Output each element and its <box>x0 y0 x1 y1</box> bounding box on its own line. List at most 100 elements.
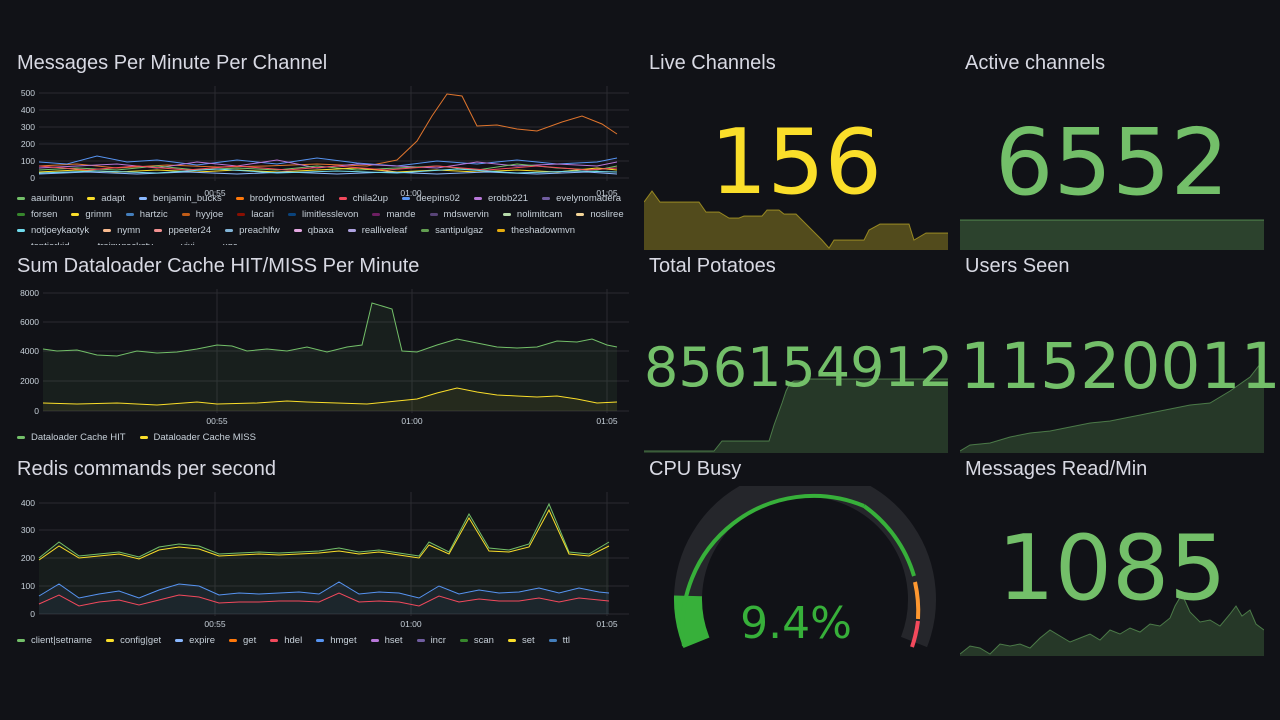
y-tick: 100 <box>21 581 35 591</box>
series-area <box>43 303 617 411</box>
legend-item[interactable]: toptierkid <box>17 238 70 245</box>
panel-live-channels[interactable]: Live Channels 156 <box>644 52 948 250</box>
legend-item[interactable]: benjamin_bucks <box>139 190 222 206</box>
gauge-threshold-green <box>680 493 865 647</box>
legend-label: grimm <box>85 208 112 220</box>
x-tick: 00:55 <box>204 619 226 627</box>
legend-item[interactable]: chila2up <box>338 190 388 206</box>
panel-redis-commands[interactable]: Redis commands per second 400 300 200 10… <box>17 458 630 648</box>
legend-item[interactable]: evelynomadera <box>542 190 621 206</box>
timeseries-chart[interactable]: 500 400 300 200 100 0 00:55 01:00 01:05 <box>17 86 630 206</box>
panel-messages-read[interactable]: Messages Read/Min 1085 <box>960 458 1264 656</box>
legend-item[interactable]: get <box>229 632 256 648</box>
legend-swatch <box>576 212 585 216</box>
panel-active-channels[interactable]: Active channels 6552 <box>960 52 1264 250</box>
timeseries-chart[interactable]: 8000 6000 4000 2000 0 00:55 01:00 01:05 <box>17 289 630 424</box>
legend-item[interactable]: incr <box>416 632 446 648</box>
legend-label: realliveleaf <box>361 224 408 236</box>
legend-item[interactable]: Dataloader Cache MISS <box>139 429 256 445</box>
legend-item[interactable]: client|setname <box>17 632 92 648</box>
legend-item[interactable]: notjoeykaotyk <box>17 222 89 238</box>
legend-swatch <box>103 228 112 232</box>
legend-item[interactable]: erobb221 <box>473 190 528 206</box>
series-line <box>38 171 618 175</box>
panel-title[interactable]: Live Channels <box>649 52 776 74</box>
legend-item[interactable]: theshadowmvn <box>497 222 575 238</box>
legend-item[interactable]: ppeeter24 <box>154 222 211 238</box>
legend-item[interactable]: adapt <box>87 190 125 206</box>
legend-item[interactable]: expire <box>175 632 215 648</box>
legend-item[interactable]: limitlesslevon <box>287 206 358 222</box>
legend-item[interactable]: hartzic <box>125 206 168 222</box>
legend-item[interactable]: qbaxa <box>293 222 334 238</box>
legend-swatch <box>416 638 425 642</box>
legend-label: client|setname <box>31 634 93 646</box>
legend-item[interactable]: preachlfw <box>225 222 280 238</box>
legend-item[interactable]: hset <box>370 632 403 648</box>
y-tick: 0 <box>34 406 39 416</box>
legend-swatch <box>175 638 184 642</box>
series-line <box>38 592 610 607</box>
legend-item[interactable]: deepins02 <box>402 190 460 206</box>
legend-item[interactable]: nymn <box>103 222 140 238</box>
legend-item[interactable]: brodymostwanted <box>235 190 325 206</box>
legend-item[interactable]: grimm <box>71 206 112 222</box>
legend-item[interactable]: vixi <box>167 238 195 245</box>
y-tick: 200 <box>21 139 35 149</box>
series-line <box>38 165 618 171</box>
legend-item[interactable]: set <box>507 632 535 648</box>
panel-title[interactable]: Users Seen <box>965 255 1070 277</box>
legend-item[interactable]: mdswervin <box>429 206 489 222</box>
panel-title[interactable]: Messages Read/Min <box>965 458 1148 480</box>
legend-label: mdswervin <box>443 208 489 220</box>
panel-messages-per-minute[interactable]: Messages Per Minute Per Channel 500 400 … <box>17 52 630 245</box>
timeseries-chart[interactable]: 400 300 200 100 0 00:55 01:00 01:05 <box>17 492 630 627</box>
panel-title[interactable]: Active channels <box>965 52 1106 74</box>
legend-item[interactable]: mande <box>372 206 416 222</box>
series-line <box>38 93 618 169</box>
legend-swatch <box>402 196 411 200</box>
panel-title[interactable]: Redis commands per second <box>17 458 277 480</box>
panel-title[interactable]: Messages Per Minute Per Channel <box>17 52 328 74</box>
panel-cpu-busy[interactable]: CPU Busy 9.4% <box>644 458 948 656</box>
series-line <box>38 502 610 559</box>
legend-label: get <box>243 634 257 646</box>
legend-item[interactable]: Dataloader Cache HIT <box>17 429 126 445</box>
legend-item[interactable]: nolimitcam <box>502 206 562 222</box>
legend-item[interactable]: ttl <box>548 632 570 648</box>
legend-swatch <box>71 212 80 216</box>
stat-value: 11520011 <box>960 330 1280 403</box>
legend-label: expire <box>189 634 215 646</box>
legend-item[interactable]: hyyjoe <box>181 206 223 222</box>
legend-swatch <box>459 638 468 642</box>
legend-swatch <box>421 228 430 232</box>
legend-label: Dataloader Cache HIT <box>31 431 126 443</box>
legend-item[interactable]: xqc <box>208 238 238 245</box>
legend-label: qbaxa <box>307 224 334 236</box>
panel-total-potatoes[interactable]: Total Potatoes 856154912 <box>644 255 953 453</box>
legend-swatch <box>139 196 148 200</box>
legend-item[interactable]: trainwreckstv <box>83 238 153 245</box>
legend-item[interactable]: hdel <box>270 632 302 648</box>
legend-swatch <box>17 196 25 200</box>
panel-title[interactable]: Sum Dataloader Cache HIT/MISS Per Minute <box>17 255 420 277</box>
legend-item[interactable]: hmget <box>316 632 357 648</box>
legend-item[interactable]: aauribunn <box>17 190 73 206</box>
legend-item[interactable]: realliveleaf <box>347 222 408 238</box>
legend-item[interactable]: config|get <box>106 632 161 648</box>
panel-dataloader-cache[interactable]: Sum Dataloader Cache HIT/MISS Per Minute… <box>17 255 630 445</box>
sparkline <box>644 190 948 250</box>
y-tick: 100 <box>21 156 35 166</box>
legend-label: deepins02 <box>416 192 460 204</box>
legend-item[interactable]: nosliree <box>576 206 624 222</box>
gauge-fill <box>673 595 710 649</box>
legend-item[interactable]: santipulgaz <box>421 222 483 238</box>
panel-title[interactable]: CPU Busy <box>649 458 742 480</box>
legend-label: nosliree <box>590 208 624 220</box>
panel-users-seen[interactable]: Users Seen 11520011 <box>960 255 1280 453</box>
chart-legend: aauribunn adapt benjamin_bucks brodymostwan… <box>17 190 630 245</box>
legend-item[interactable]: scan <box>459 632 494 648</box>
legend-item[interactable]: lacari <box>237 206 274 222</box>
legend-item[interactable]: forsen <box>17 206 57 222</box>
panel-title[interactable]: Total Potatoes <box>649 255 776 277</box>
